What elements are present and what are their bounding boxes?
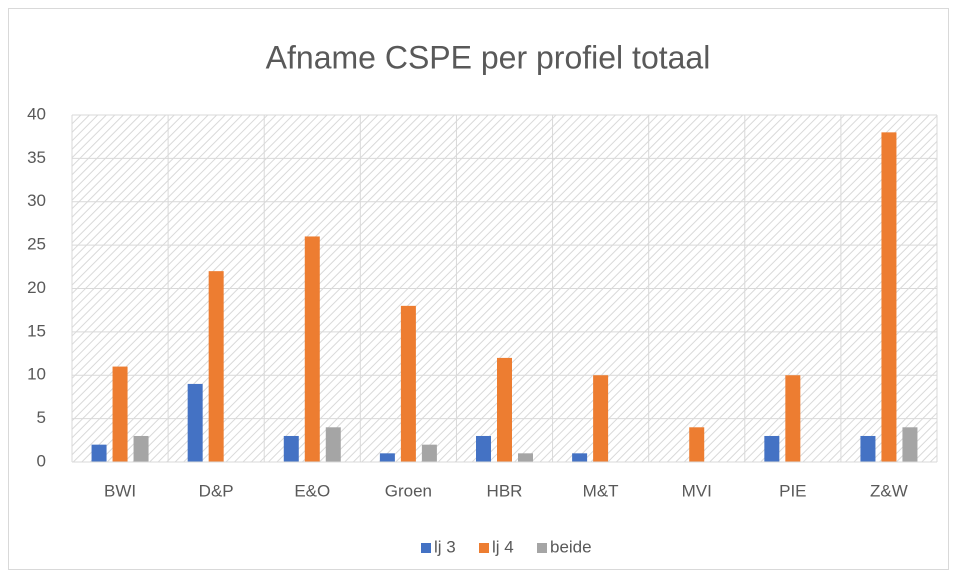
x-tick-label: BWI [104, 481, 136, 500]
y-tick-label: 5 [37, 408, 46, 427]
y-tick-label: 0 [37, 451, 46, 470]
bar [593, 375, 609, 462]
legend-label: lj 4 [492, 537, 514, 556]
bar [400, 305, 416, 462]
chart-title: Afname CSPE per profiel totaal [266, 39, 711, 75]
bar [881, 132, 897, 462]
bar [208, 271, 224, 462]
y-tick-label: 25 [27, 235, 46, 254]
x-tick-label: E&O [294, 481, 330, 500]
bar [379, 453, 395, 462]
bar [304, 236, 320, 462]
bar [325, 427, 341, 462]
legend-swatch [537, 543, 547, 553]
legend-swatch [421, 543, 431, 553]
x-tick-label: D&P [199, 481, 234, 500]
y-tick-label: 30 [27, 191, 46, 210]
bar [689, 427, 705, 462]
x-tick-label: Groen [385, 481, 432, 500]
y-tick-label: 35 [27, 148, 46, 167]
y-tick-label: 15 [27, 321, 46, 340]
y-tick-label: 10 [27, 365, 46, 384]
bar [133, 435, 149, 462]
x-tick-label: M&T [583, 481, 619, 500]
y-tick-label: 20 [27, 278, 46, 297]
y-tick-label: 40 [27, 104, 46, 123]
bar [785, 375, 801, 462]
bar [283, 435, 299, 462]
bar [476, 435, 491, 462]
x-tick-label: MVI [682, 481, 712, 500]
bar [421, 444, 437, 462]
bar [187, 383, 203, 462]
bar [497, 357, 512, 462]
bar [91, 444, 107, 462]
legend-swatch [479, 543, 489, 553]
bar [902, 427, 918, 462]
legend-label: beide [550, 537, 592, 556]
bar [860, 435, 876, 462]
bar [764, 435, 780, 462]
x-tick-label: Z&W [870, 481, 908, 500]
legend-label: lj 3 [434, 537, 456, 556]
bar [572, 453, 588, 462]
x-tick-label: HBR [487, 481, 523, 500]
x-tick-label: PIE [779, 481, 806, 500]
bar [518, 453, 533, 462]
bar [112, 366, 128, 462]
